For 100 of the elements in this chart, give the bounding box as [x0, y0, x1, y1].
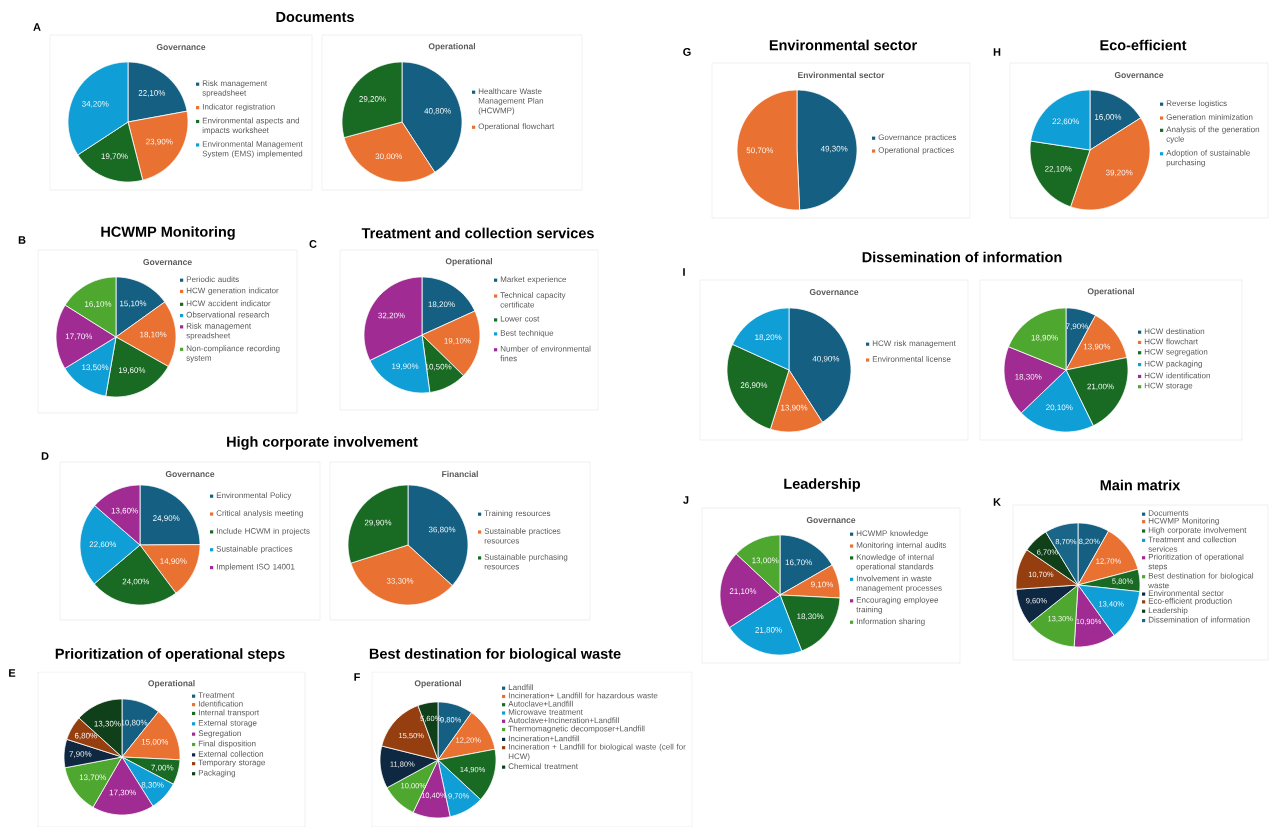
- chart-title: Best destination for biological waste: [369, 648, 621, 662]
- data-label: 13,60%: [111, 507, 138, 515]
- chart-subtitle: Governance: [1114, 71, 1164, 78]
- legend-label: Number of environmental fines: [500, 345, 591, 362]
- text: Governance: [165, 470, 215, 477]
- data-label: 7,90%: [69, 751, 92, 758]
- data-label: 18,90%: [1031, 334, 1058, 342]
- data-label: 13,90%: [1083, 343, 1111, 351]
- data-label: 7,00%: [151, 764, 174, 772]
- data-label: 21,00%: [1087, 383, 1114, 391]
- data-label: 24,00%: [122, 578, 150, 586]
- legend-label: External storage: [198, 719, 257, 728]
- data-label: 19,70%: [101, 153, 128, 160]
- legend-label: HCW accident indicator: [186, 300, 271, 307]
- text: Governance: [156, 43, 206, 50]
- legend-label: Governance practices: [878, 134, 957, 142]
- data-label: 18,20%: [428, 301, 455, 308]
- legend-label: HCWMP knowledge: [856, 530, 928, 538]
- text: F: [354, 673, 360, 681]
- data-label: 24,90%: [153, 515, 180, 522]
- data-label: 18,10%: [140, 331, 167, 339]
- legend-label: Temporary storage: [198, 759, 265, 767]
- data-label: 20,10%: [1046, 404, 1073, 412]
- legend-label: HCW identification: [1144, 372, 1210, 379]
- legend-label: Risk management spreadsheet: [202, 80, 268, 98]
- data-label: 19,10%: [444, 337, 471, 345]
- legend-label: Technical capacity certificate: [500, 291, 566, 308]
- data-label: 18,20%: [755, 334, 782, 341]
- legend-label: Lower cost: [500, 315, 540, 322]
- text: C: [309, 240, 317, 248]
- legend-label: Chemical treatment: [508, 763, 578, 769]
- legend-label: Incineration + Landfill for biological waste (cell for HCW): [508, 743, 686, 761]
- legend-label: Information sharing: [856, 618, 925, 626]
- data-label: 30,00%: [375, 153, 403, 160]
- legend-label: HCW risk management: [872, 340, 956, 348]
- chart-title: Main matrix: [1100, 479, 1181, 491]
- data-label: 8,30%: [141, 782, 164, 789]
- data-label: 14,90%: [160, 558, 187, 565]
- legend-label: Involvement in waste management processes: [856, 575, 942, 593]
- legend-label: Operational flowchart: [478, 123, 555, 131]
- legend-label: Sustainable practices: [216, 545, 293, 554]
- data-label: 16,70%: [785, 559, 812, 566]
- legend-label: Best technique: [500, 329, 554, 338]
- legend-label: Treatment: [198, 692, 235, 698]
- data-label: 34,20%: [82, 100, 109, 108]
- legend-label: Landfill: [508, 684, 534, 690]
- legend-label: Sustainable practices resources: [484, 527, 561, 544]
- legend-label: Leadership: [1148, 607, 1188, 615]
- data-label: 13,90%: [781, 404, 808, 412]
- data-label: 13,00%: [752, 557, 779, 565]
- chart-title: Environmental sector: [769, 39, 917, 51]
- legend-label: Operational practices: [878, 146, 954, 155]
- text: H: [993, 48, 1001, 56]
- legend-label: Training resources: [484, 510, 551, 518]
- data-label: 17,70%: [65, 333, 93, 341]
- data-label: 13,30%: [94, 720, 121, 728]
- legend-label: Monitoring internal audits: [856, 541, 947, 550]
- legend-label: Dissemination of information: [1148, 616, 1250, 623]
- text: D: [41, 452, 49, 460]
- legend-label: HCW storage: [1144, 382, 1193, 390]
- data-label: 17,30%: [109, 789, 136, 797]
- legend-label: Thermomagnetic decomposer+Landfill: [508, 725, 645, 733]
- text: Governance: [806, 516, 856, 523]
- text: Operational: [414, 679, 462, 688]
- text: Operational: [445, 257, 493, 266]
- data-label: 40,80%: [424, 107, 451, 115]
- legend-label: Identification: [198, 700, 243, 707]
- data-label: 29,20%: [359, 95, 386, 103]
- legend-label: Incineration+Landfill: [508, 735, 580, 742]
- legend-label: Encouraging employee training: [856, 596, 939, 614]
- text: E: [9, 669, 16, 677]
- legend-label: Microwave treatment: [508, 708, 583, 715]
- data-label: 16,00%: [1094, 114, 1122, 121]
- data-label: 40,90%: [812, 355, 840, 363]
- data-label: 22,60%: [1052, 118, 1080, 126]
- legend-label: Periodic audits: [186, 276, 239, 282]
- chart-subtitle: Governance: [809, 288, 859, 295]
- legend-label: Documents: [1148, 510, 1189, 516]
- legend-label: Knowledge of internal operational standards: [856, 553, 934, 571]
- chart-title: Treatment and collection services: [361, 227, 594, 239]
- data-label: 49,30%: [820, 145, 848, 153]
- legend-label: Generation minimization: [1166, 113, 1253, 120]
- chart-title: Documents: [276, 11, 354, 22]
- legend-label: Include HCWM in projects: [216, 527, 310, 536]
- data-label: 26,90%: [740, 382, 768, 389]
- data-label: 9,10%: [811, 581, 834, 589]
- legend-label: High corporate involvement: [1148, 526, 1247, 535]
- legend-label: Indicator registration: [202, 103, 275, 112]
- legend-label: Autoclave+Incineration+Landfill: [508, 717, 619, 724]
- legend-label: Implement ISO 14001: [216, 563, 295, 571]
- chart-title: Prioritization of operational steps: [55, 648, 285, 662]
- legend-label: Eco-efficient production: [1148, 597, 1232, 606]
- chart-subtitle: Financial: [442, 470, 478, 478]
- data-label: 36,80%: [428, 526, 456, 534]
- data-label: 21,80%: [755, 626, 782, 634]
- text: A: [33, 23, 41, 31]
- data-label: 6,80%: [74, 732, 97, 740]
- legend-label: HCWMP Monitoring: [1148, 517, 1219, 526]
- legend-label: Prioritization of operational steps: [1148, 553, 1244, 571]
- data-label: 13,50%: [82, 364, 109, 371]
